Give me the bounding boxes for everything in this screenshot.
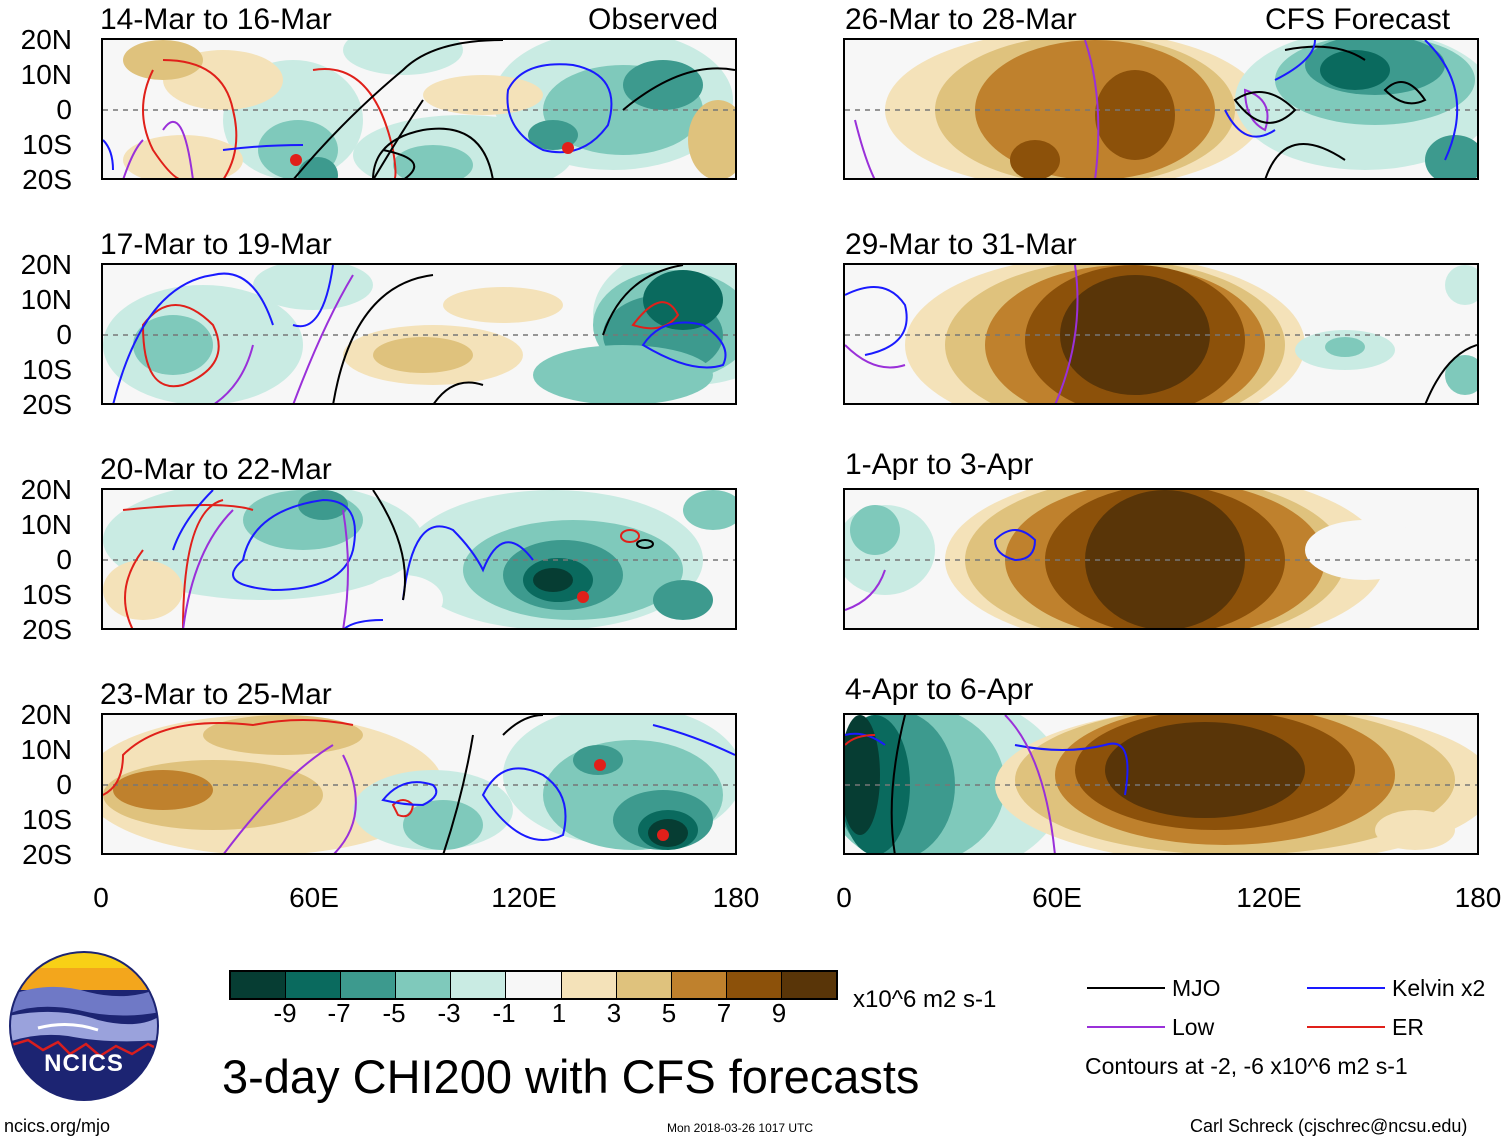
y-tick-label: 20N bbox=[20, 24, 72, 55]
main-title: 3-day CHI200 with CFS forecasts bbox=[222, 1050, 920, 1103]
anomaly-map bbox=[845, 490, 1477, 628]
colorbar-label: -9 bbox=[273, 998, 297, 1028]
colorbar-swatch bbox=[395, 972, 451, 998]
logo-graphic bbox=[9, 951, 159, 1101]
ncics-logo: NCICS bbox=[8, 950, 160, 1102]
y-tick-label: 20S bbox=[22, 839, 72, 870]
y-tick-label: 20S bbox=[22, 164, 72, 195]
map-panel-fcst-1 bbox=[843, 38, 1479, 180]
anomaly-map bbox=[103, 40, 735, 178]
anomaly-map bbox=[103, 715, 735, 853]
anomaly-map bbox=[845, 40, 1477, 178]
colorbar-swatch bbox=[285, 972, 341, 998]
y-tick-label: 20N bbox=[20, 699, 72, 730]
colorbar-label: -5 bbox=[382, 998, 406, 1028]
x-tick-label: 120E bbox=[491, 882, 557, 913]
panel-title-fcst-4: 4-Apr to 6-Apr bbox=[845, 673, 1034, 706]
panel-title-obs-2: 17-Mar to 19-Mar bbox=[100, 228, 332, 261]
map-panel-fcst-2 bbox=[843, 263, 1479, 405]
footer-timestamp: Mon 2018-03-26 1017 UTC bbox=[667, 1121, 814, 1135]
map-panel-fcst-4 bbox=[843, 713, 1479, 855]
legend-contours-note: Contours at -2, -6 x10^6 m2 s-1 bbox=[1085, 1053, 1408, 1079]
y-tick-label: 10N bbox=[20, 734, 72, 765]
colorbar-label: 9 bbox=[771, 998, 787, 1028]
colorbar-label: 7 bbox=[716, 998, 732, 1028]
legend-line-mjo bbox=[1087, 987, 1165, 989]
anomaly-map bbox=[845, 715, 1477, 853]
colorbar-swatch bbox=[780, 972, 837, 998]
y-tick-label: 10N bbox=[20, 509, 72, 540]
panel-title-fcst-1: 26-Mar to 28-Mar bbox=[845, 3, 1077, 36]
colorbar-swatch bbox=[725, 972, 781, 998]
y-tick-label: 10S bbox=[22, 129, 72, 160]
legend-label-er: ER bbox=[1392, 1014, 1424, 1040]
x-tick-label: 60E bbox=[289, 882, 339, 913]
colorbar-swatch bbox=[450, 972, 506, 998]
panel-title-fcst-3: 1-Apr to 3-Apr bbox=[845, 448, 1034, 481]
y-tick-label: 20N bbox=[20, 249, 72, 280]
colorbar-swatch bbox=[560, 972, 616, 998]
anomaly-map bbox=[103, 490, 735, 628]
y-tick-label: 10S bbox=[22, 804, 72, 835]
colorbar-label: 1 bbox=[551, 998, 567, 1028]
map-panel-fcst-3 bbox=[843, 488, 1479, 630]
colorbar-label: 3 bbox=[606, 998, 622, 1028]
forecast-header: CFS Forecast bbox=[1265, 3, 1451, 36]
anomaly-map bbox=[845, 265, 1477, 403]
x-tick-label: 120E bbox=[1236, 882, 1302, 913]
legend-label-low: Low bbox=[1172, 1014, 1215, 1040]
map-panel-obs-1 bbox=[101, 38, 737, 180]
panel-title-obs-4: 23-Mar to 25-Mar bbox=[100, 678, 332, 711]
y-tick-label: 0 bbox=[56, 769, 72, 800]
colorbar bbox=[229, 970, 838, 1000]
map-panel-obs-3 bbox=[101, 488, 737, 630]
legend-label-kelvin: Kelvin x2 bbox=[1392, 975, 1486, 1001]
y-tick-label: 0 bbox=[56, 94, 72, 125]
colorbar-swatch bbox=[231, 972, 286, 998]
x-tick-label: 0 bbox=[93, 882, 109, 913]
colorbar-label: 5 bbox=[661, 998, 677, 1028]
footer-url[interactable]: ncics.org/mjo bbox=[4, 1116, 111, 1136]
colorbar-label: -7 bbox=[327, 998, 351, 1028]
legend-label-mjo: MJO bbox=[1172, 975, 1221, 1001]
x-tick-label: 180 bbox=[1454, 882, 1502, 913]
panel-title-fcst-2: 29-Mar to 31-Mar bbox=[845, 228, 1077, 261]
y-tick-label: 0 bbox=[56, 544, 72, 575]
colorbar-units: x10^6 m2 s-1 bbox=[853, 986, 997, 1013]
map-panel-obs-2 bbox=[101, 263, 737, 405]
y-tick-label: 10S bbox=[22, 579, 72, 610]
colorbar-label: -1 bbox=[492, 998, 516, 1028]
y-tick-label: 10N bbox=[20, 284, 72, 315]
map-panel-obs-4 bbox=[101, 713, 737, 855]
panel-title-obs-1: 14-Mar to 16-Mar bbox=[100, 3, 332, 36]
y-tick-label: 0 bbox=[56, 319, 72, 350]
y-tick-label: 10N bbox=[20, 59, 72, 90]
colorbar-swatch bbox=[505, 972, 561, 998]
colorbar-label: -3 bbox=[437, 998, 461, 1028]
legend-line-kelvin bbox=[1307, 987, 1385, 989]
legend-line-er bbox=[1307, 1026, 1385, 1028]
colorbar-swatch bbox=[340, 972, 396, 998]
legend-line-low bbox=[1087, 1026, 1165, 1028]
observed-header: Observed bbox=[588, 3, 719, 36]
y-tick-label: 10S bbox=[22, 354, 72, 385]
x-tick-label: 60E bbox=[1032, 882, 1082, 913]
logo-text: NCICS bbox=[44, 1050, 124, 1077]
y-tick-label: 20N bbox=[20, 474, 72, 505]
y-tick-label: 20S bbox=[22, 389, 72, 420]
y-tick-label: 20S bbox=[22, 614, 72, 645]
footer-credit[interactable]: Carl Schreck (cjschrec@ncsu.edu) bbox=[1190, 1116, 1468, 1136]
colorbar-swatch bbox=[615, 972, 671, 998]
colorbar-swatch bbox=[670, 972, 726, 998]
anomaly-map bbox=[103, 265, 735, 403]
panel-title-obs-3: 20-Mar to 22-Mar bbox=[100, 453, 332, 486]
x-tick-label: 180 bbox=[712, 882, 760, 913]
x-tick-label: 0 bbox=[836, 882, 852, 913]
